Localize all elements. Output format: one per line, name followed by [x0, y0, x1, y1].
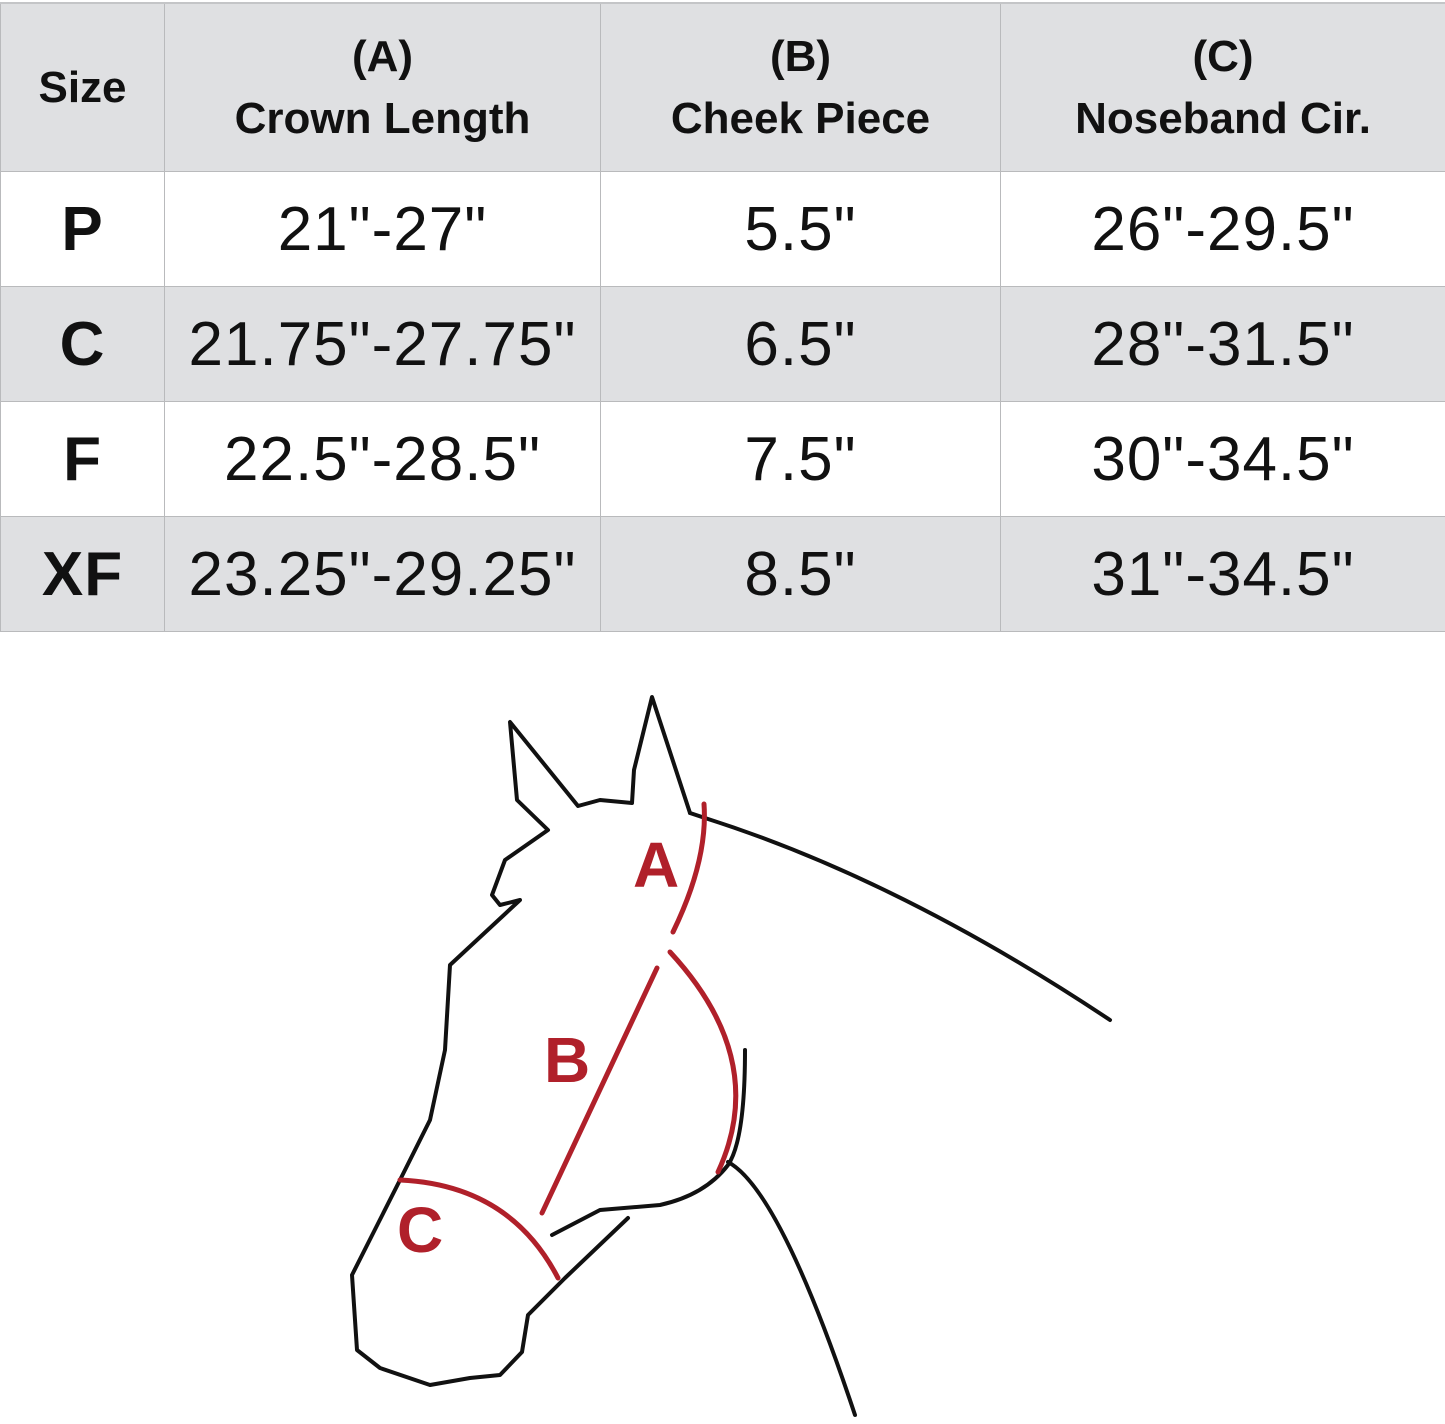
noseband-measure-line	[397, 1177, 561, 1281]
size-cell: XF	[0, 516, 165, 632]
crown-cell: 21.75"-27.75"	[164, 286, 601, 402]
crown-cell: 23.25"-29.25"	[164, 516, 601, 632]
size-cell: F	[0, 401, 165, 517]
crown-cell: 22.5"-28.5"	[164, 401, 601, 517]
horse-jaw-line	[550, 1048, 747, 1237]
label-a: A	[633, 829, 679, 901]
noseband-cell: 28"-31.5"	[1000, 286, 1445, 402]
header-cheek-piece: (B) Cheek Piece	[600, 2, 1001, 172]
crown-measure-line	[670, 801, 707, 935]
header-label: Size	[38, 62, 127, 112]
noseband-cell: 31"-34.5"	[1000, 516, 1445, 632]
table-row: P 21"-27" 5.5" 26"-29.5"	[0, 171, 1445, 287]
table-header-row: Size (A) Crown Length (B) Cheek Piece (C) N…	[0, 2, 1445, 172]
header-label: Crown Length	[234, 93, 531, 143]
label-c: C	[397, 1194, 443, 1266]
horse-throat-line	[726, 1160, 857, 1417]
horse-neck-line	[688, 811, 1112, 1022]
cheek-cell: 8.5"	[600, 516, 1001, 632]
cheek-measure-line	[539, 965, 660, 1216]
header-label: Cheek Piece	[670, 93, 931, 143]
size-chart-table: Size (A) Crown Length (B) Cheek Piece (C) N…	[0, 2, 1445, 632]
throatlatch-measure-line	[667, 949, 739, 1175]
table-row: F 22.5"-28.5" 7.5" 30"-34.5"	[0, 401, 1445, 517]
cheek-cell: 6.5"	[600, 286, 1001, 402]
horse-head-outline	[350, 695, 692, 1387]
header-noseband: (C) Noseband Cir.	[1000, 2, 1445, 172]
noseband-cell: 26"-29.5"	[1000, 171, 1445, 287]
size-cell: P	[0, 171, 165, 287]
cheek-cell: 7.5"	[600, 401, 1001, 517]
label-b: B	[544, 1024, 590, 1096]
header-crown-length: (A) Crown Length	[164, 2, 601, 172]
header-letter: (A)	[351, 31, 414, 81]
header-label: Noseband Cir.	[1075, 93, 1371, 143]
table-row: XF 23.25"-29.25" 8.5" 31"-34.5"	[0, 516, 1445, 632]
noseband-cell: 30"-34.5"	[1000, 401, 1445, 517]
header-letter: (C)	[1192, 31, 1254, 81]
table-row: C 21.75"-27.75" 6.5" 28"-31.5"	[0, 286, 1445, 402]
header-letter: (B)	[769, 31, 832, 81]
crown-cell: 21"-27"	[164, 171, 601, 287]
cheek-cell: 5.5"	[600, 171, 1001, 287]
header-size: Size	[0, 2, 165, 172]
